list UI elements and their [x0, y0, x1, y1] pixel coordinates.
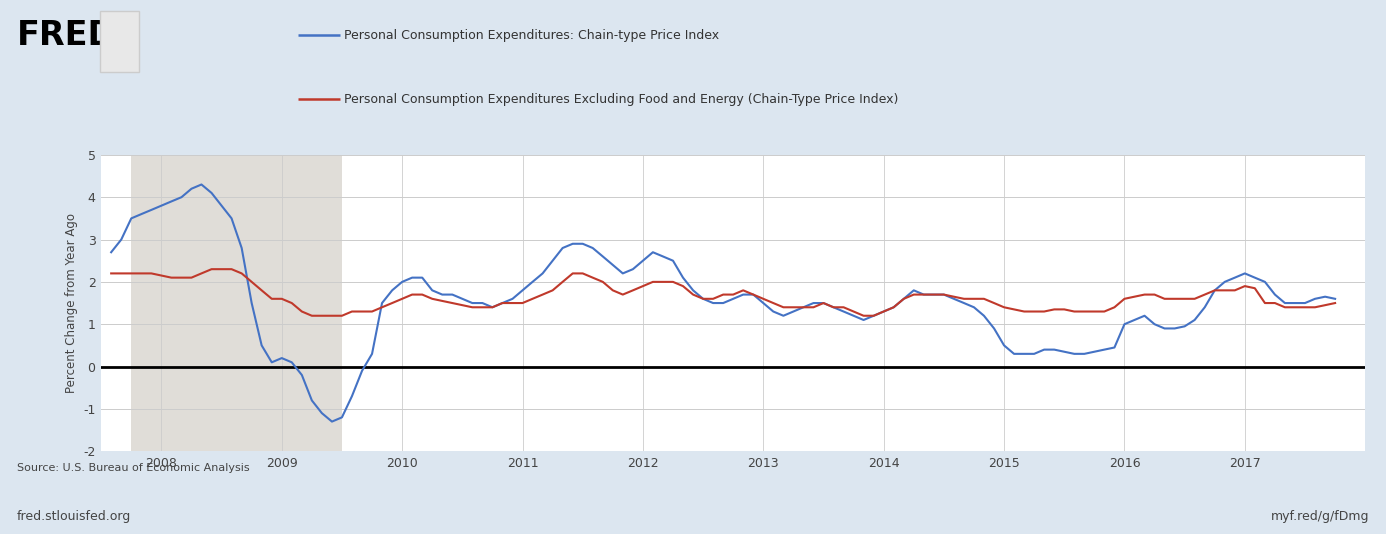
- Text: FRED: FRED: [17, 19, 116, 52]
- Bar: [132, 155, 342, 451]
- Text: fred.stlouisfed.org: fred.stlouisfed.org: [17, 511, 130, 523]
- FancyBboxPatch shape: [100, 11, 139, 72]
- Text: Source: U.S. Bureau of Economic Analysis: Source: U.S. Bureau of Economic Analysis: [17, 462, 249, 473]
- Text: Personal Consumption Expenditures Excluding Food and Energy (Chain-Type Price In: Personal Consumption Expenditures Exclud…: [344, 93, 898, 106]
- Y-axis label: Percent Change from Year Ago: Percent Change from Year Ago: [65, 213, 78, 393]
- Text: Personal Consumption Expenditures: Chain-type Price Index: Personal Consumption Expenditures: Chain…: [344, 29, 719, 42]
- Text: myf.red/g/fDmg: myf.red/g/fDmg: [1271, 511, 1369, 523]
